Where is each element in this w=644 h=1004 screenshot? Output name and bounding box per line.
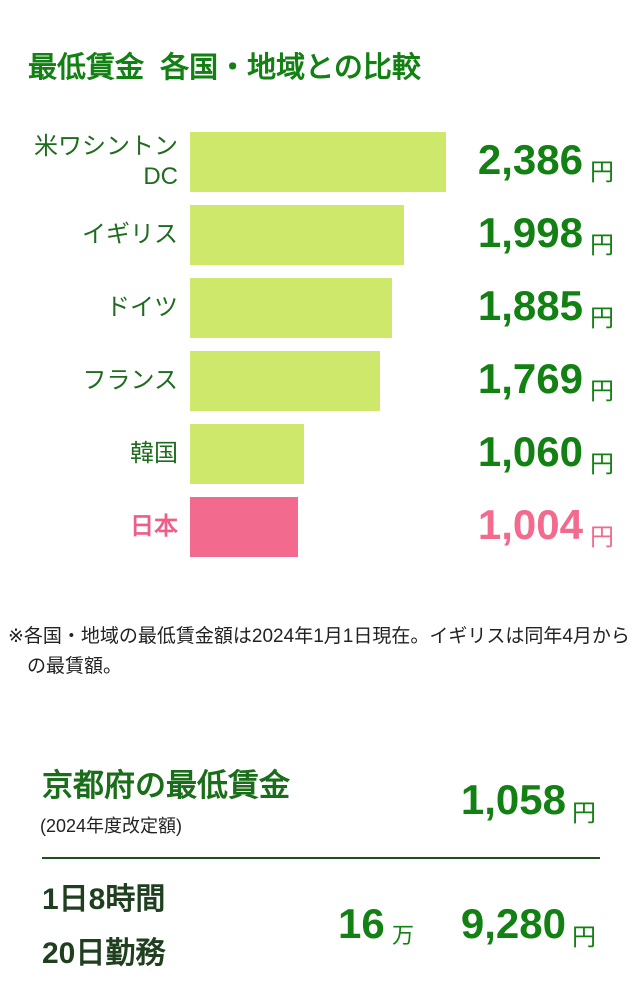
value-label: 1,004 — [477, 501, 583, 548]
kyoto-subtitle: (2024年度改定額) — [40, 816, 183, 836]
bar — [190, 497, 298, 557]
unit-label: 円 — [590, 232, 614, 259]
monthly-man-value: 16 — [338, 900, 385, 947]
value-label: 1,998 — [477, 209, 583, 256]
bar — [190, 351, 380, 411]
chart-title: 最低賃金 各国・地域との比較 — [28, 52, 421, 84]
category-label: フランス — [82, 367, 178, 394]
category-label: 韓国 — [130, 440, 178, 467]
category-label: 米ワシントン DC — [34, 133, 178, 190]
monthly-man-unit: 万 — [392, 923, 415, 948]
unit-label: 円 — [590, 305, 614, 332]
bar — [190, 424, 304, 484]
divider — [42, 857, 600, 859]
bar — [190, 278, 393, 338]
category-label: イギリス — [82, 221, 178, 248]
unit-label: 円 — [590, 451, 614, 478]
unit-label: 円 — [590, 524, 614, 551]
category-label: 日本 — [130, 513, 178, 540]
category-label: ドイツ — [106, 294, 178, 321]
monthly-value: 9,280 — [460, 900, 566, 947]
bar — [190, 132, 446, 192]
monthly-unit: 円 — [572, 924, 596, 951]
kyoto-title: 京都府の最低賃金 — [42, 768, 290, 803]
value-label: 1,769 — [477, 355, 583, 402]
unit-label: 円 — [590, 159, 614, 186]
monthly-label: 1日8時間 20日勤務 — [42, 883, 166, 970]
value-label: 1,060 — [477, 428, 583, 475]
unit-label: 円 — [590, 378, 614, 405]
bar — [190, 205, 405, 265]
note: ※各国・地域の最低賃金額は2024年1月1日現在。イギリスは同年4月からの最賃額… — [8, 626, 630, 677]
kyoto-unit: 円 — [572, 800, 596, 827]
kyoto-value: 1,058 — [460, 776, 566, 823]
value-label: 2,386 — [477, 136, 583, 183]
value-label: 1,885 — [477, 282, 583, 329]
